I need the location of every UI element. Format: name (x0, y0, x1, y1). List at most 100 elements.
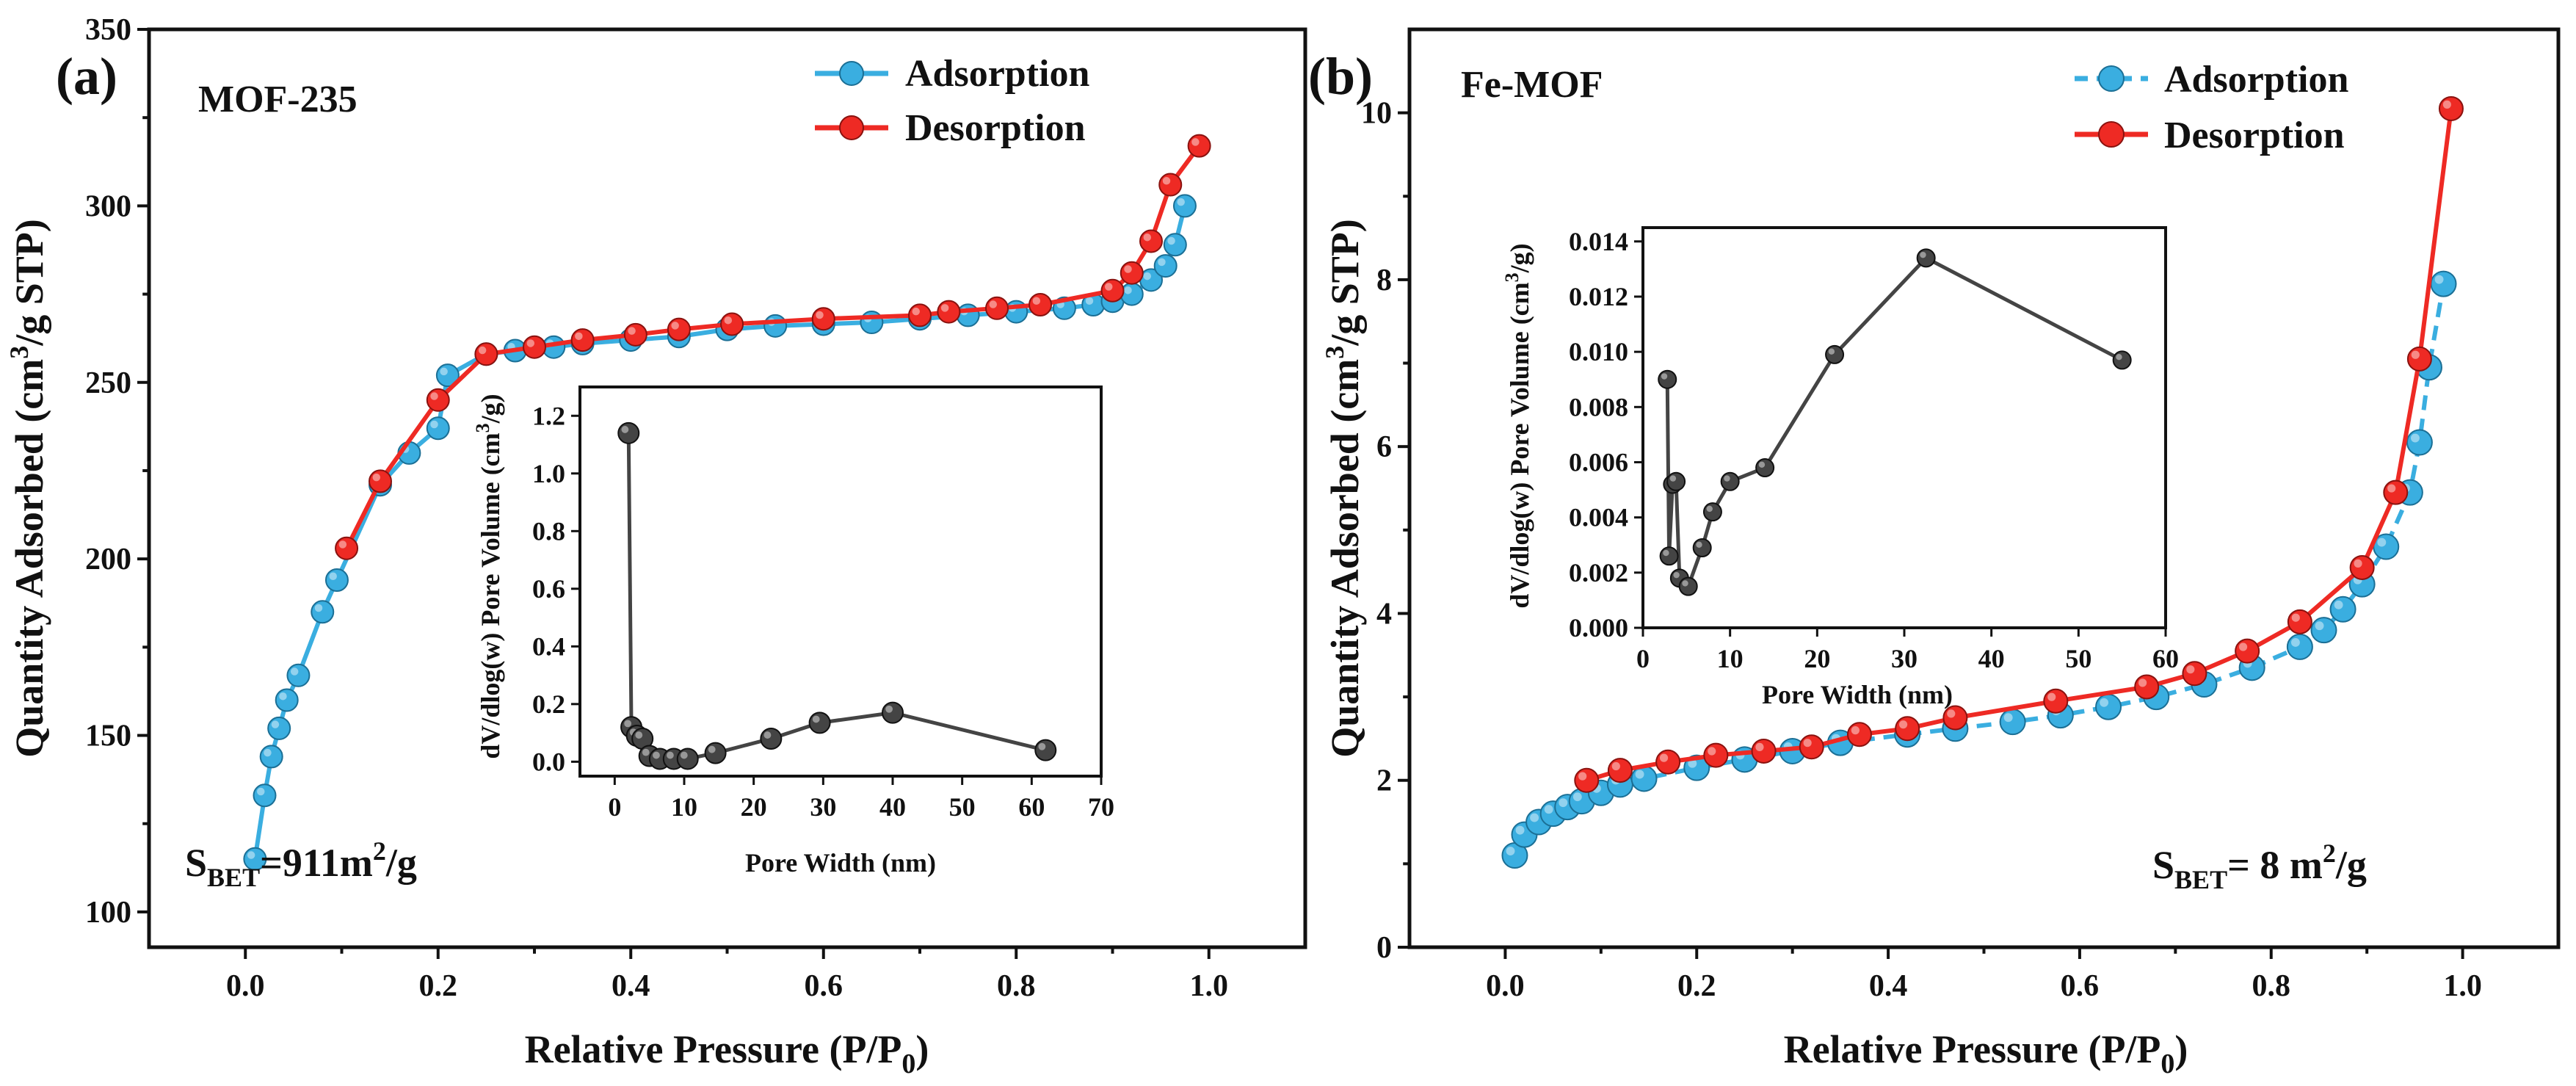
bi-point (1825, 344, 1845, 364)
ai-point-highlight (812, 715, 820, 723)
b-point-highlight (1708, 747, 1716, 756)
b-series-desorption (1574, 95, 2464, 793)
a-point (623, 322, 647, 347)
a-point-highlight (478, 346, 487, 355)
panel-a-label: (a) (56, 47, 117, 106)
ai-point-highlight (624, 720, 632, 728)
b-point-highlight (1572, 792, 1582, 802)
a-point (267, 716, 291, 740)
a-point (1163, 233, 1187, 257)
a-point (523, 335, 546, 359)
bi-point (1678, 576, 1698, 596)
a-point-highlight (440, 367, 448, 376)
b-point (2438, 95, 2464, 121)
b-point-highlight (1559, 798, 1568, 808)
ai-point-highlight (635, 731, 643, 739)
b-y-tick-label: 4 (1376, 597, 1392, 631)
bi-y-tick-label: 0.010 (1569, 337, 1628, 366)
bi-y-tick-label: 0.008 (1569, 392, 1628, 421)
a-point-highlight (1158, 258, 1166, 267)
b-point (2134, 674, 2160, 700)
a-point (1153, 254, 1178, 278)
b-point-highlight (2291, 613, 2300, 622)
b-point-highlight (1947, 709, 1956, 718)
ai-y-tick-label: 0.4 (532, 631, 565, 661)
ai-point-highlight (621, 426, 629, 433)
a-x-tick-label: 0.2 (419, 969, 458, 1003)
b-point (1942, 705, 1968, 731)
ai-series-pore-size-distribution (617, 421, 1057, 770)
b-point (1683, 754, 1710, 781)
b-point-highlight (2186, 665, 2195, 674)
a-point-highlight (247, 851, 255, 859)
a-point (811, 307, 835, 331)
b-point-highlight (2315, 621, 2324, 631)
a-point-highlight (314, 604, 323, 612)
ai-point (704, 742, 727, 764)
b-point-highlight (1635, 770, 1644, 779)
a-point-highlight (1032, 297, 1041, 305)
b-point (1999, 709, 2026, 736)
ai-y-tick-label: 0.8 (532, 516, 565, 546)
a-point-highlight (671, 322, 679, 330)
ai-x-tick-label: 30 (810, 792, 836, 822)
b-point (2329, 596, 2357, 623)
a-point (311, 600, 335, 624)
bi-x-tick-label: 20 (1804, 644, 1830, 673)
bi-point-highlight (1828, 348, 1835, 355)
b-point-highlight (1755, 742, 1764, 751)
bi-point (2112, 350, 2132, 370)
ai-point-highlight (653, 751, 660, 759)
b-point-highlight (1659, 753, 1669, 762)
bi-point-highlight (1663, 549, 1669, 557)
b-point (1751, 738, 1777, 764)
b-point (2430, 270, 2457, 297)
b-point-highlight (2047, 692, 2056, 701)
b-y-tick-label: 2 (1376, 764, 1392, 798)
a-point (275, 688, 299, 712)
ai-x-tick-label: 70 (1088, 792, 1114, 822)
a-point (1139, 229, 1163, 253)
b-point-highlight (1515, 825, 1525, 835)
a-point (1187, 134, 1211, 158)
b-point-highlight (2354, 559, 2362, 568)
bi-y-tick-label: 0.004 (1569, 503, 1628, 532)
ai-point-highlight (1038, 742, 1046, 750)
a-point-highlight (1143, 233, 1151, 242)
b-point-highlight (1506, 847, 1515, 856)
b-point (2406, 346, 2432, 372)
b-point (1655, 749, 1681, 775)
panel-b-x-axis-label: Relative Pressure (P/P0) (1784, 1027, 2188, 1079)
b-point-highlight (1898, 720, 1908, 729)
a-point (570, 328, 595, 352)
ai-y-tick-label: 1.0 (532, 459, 565, 488)
a-series-desorption (335, 134, 1211, 560)
bi-point-highlight (1920, 251, 1926, 258)
a-point (259, 745, 283, 769)
b-point (2286, 633, 2313, 660)
a-y-tick-label: 300 (85, 189, 131, 223)
bi-x-tick-label: 40 (1978, 644, 2005, 673)
a-point-highlight (338, 540, 347, 549)
bi-point (1702, 502, 1722, 522)
a-y-tick-label: 200 (85, 543, 131, 576)
b-point-highlight (1578, 772, 1587, 781)
bi-x-tick-label: 60 (2152, 644, 2179, 673)
b-point-highlight (1544, 805, 1553, 814)
bi-point (1659, 546, 1679, 566)
a-point-highlight (575, 332, 583, 341)
a-point (474, 342, 498, 366)
ai-point (1034, 739, 1057, 761)
ai-y-tick-label: 1.2 (532, 401, 565, 430)
bi-point-highlight (1669, 475, 1677, 482)
a-x-tick-label: 0.8 (997, 969, 1036, 1003)
ai-point-highlight (885, 705, 893, 713)
a-point-highlight (271, 720, 280, 728)
b-x-tick-label: 0.6 (2061, 969, 2100, 1003)
a-x-tick-label: 1.0 (1190, 969, 1229, 1003)
panel-b-legend-adsorption: Adsorption (2075, 59, 2348, 101)
ai-x-tick-label: 60 (1018, 792, 1045, 822)
panel-a-inset-chart: 0 10 20 30 40 50 60 70 0.0 0.2 0.4 0.6 0.8 1.0 1.2 Po… (472, 385, 1114, 877)
